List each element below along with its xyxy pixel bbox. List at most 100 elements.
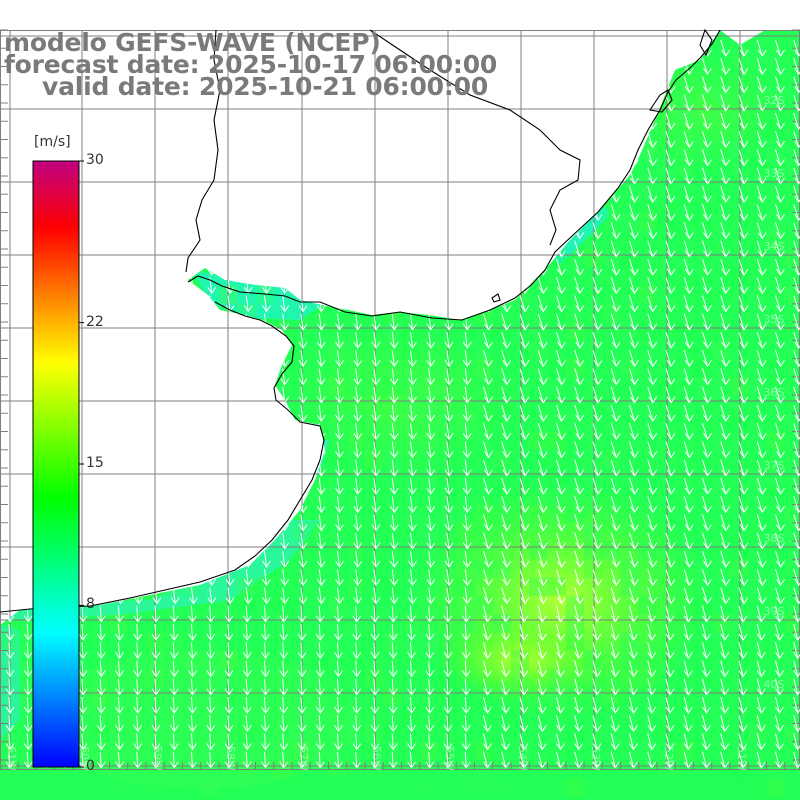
wind-arrow <box>556 313 566 331</box>
wind-arrow <box>462 459 472 477</box>
model-cell <box>474 559 493 578</box>
argentina-coast <box>0 301 325 613</box>
colorbar-unit: [m/s] <box>34 134 71 150</box>
model-cell <box>657 212 676 231</box>
wind-arrow <box>298 313 308 331</box>
wind-arrow <box>592 496 603 514</box>
latitude-label: 39S <box>764 605 785 618</box>
wind-arrow <box>242 678 252 696</box>
wind-arrow <box>537 569 548 587</box>
wind-arrow <box>702 733 711 751</box>
wind-arrow <box>96 642 106 660</box>
wind-arrow <box>683 715 693 733</box>
wind-arrow <box>151 696 161 714</box>
wind-arrow <box>279 623 289 641</box>
model-cell <box>346 778 365 797</box>
wind-arrow <box>444 514 454 532</box>
model-cell <box>419 687 438 706</box>
wind-arrow <box>556 423 566 441</box>
wind-arrow <box>629 532 639 550</box>
wind-arrow <box>407 715 416 733</box>
wind-arrow <box>610 660 620 678</box>
wind-arrow <box>702 496 712 514</box>
wind-arrow <box>501 331 512 349</box>
model-cell <box>474 340 493 359</box>
wind-arrow <box>556 550 566 568</box>
model-cell <box>748 322 767 341</box>
wind-arrow <box>371 423 381 441</box>
wind-arrow <box>683 514 694 532</box>
wind-arrow <box>133 733 143 751</box>
model-cell <box>748 376 767 395</box>
wind-arrow <box>720 733 730 751</box>
wind-arrow <box>610 532 621 550</box>
model-cell <box>237 778 256 797</box>
wind-arrow <box>793 441 800 459</box>
wind-arrow <box>78 715 88 733</box>
wind-arrow <box>519 423 530 441</box>
model-cell <box>602 230 621 249</box>
longitude-label: 57W <box>297 746 310 771</box>
wind-arrow <box>335 404 344 422</box>
wind-arrow <box>683 660 693 678</box>
wind-arrow <box>756 94 767 112</box>
model-cell <box>328 449 347 468</box>
wind-arrow <box>23 660 33 678</box>
wind-arrow <box>683 459 694 477</box>
wind-arrow <box>756 605 766 623</box>
wind-arrow <box>720 368 731 386</box>
longitude-label: 53W <box>589 746 602 771</box>
wind-arrow <box>647 313 658 331</box>
wind-arrow <box>629 642 638 660</box>
wind-arrow <box>702 532 712 550</box>
model-cell <box>675 486 694 505</box>
wind-arrow <box>574 240 585 258</box>
wind-arrow <box>519 605 529 623</box>
wind-arrow <box>408 313 417 331</box>
wind-arrow <box>665 642 675 660</box>
wind-arrow <box>519 331 530 349</box>
model-cell <box>766 486 785 505</box>
wind-arrow <box>756 423 767 441</box>
wind-arrow <box>738 532 749 550</box>
longitude-label: 59W <box>151 746 164 771</box>
wind-arrow <box>443 660 453 678</box>
wind-arrow <box>756 350 767 368</box>
wind-arrow <box>5 715 15 733</box>
wind-arrow <box>793 751 800 769</box>
latitude-label: 37S <box>764 459 785 472</box>
model-cell <box>638 541 657 560</box>
wind-arrow <box>169 715 179 733</box>
wind-arrow <box>683 550 694 568</box>
wind-arrow <box>756 58 767 76</box>
wind-arrow <box>334 605 343 623</box>
wind-arrow <box>665 295 676 313</box>
model-cell <box>711 705 730 724</box>
model-cell <box>328 486 347 505</box>
wind-arrow <box>444 477 454 495</box>
wind-arrow <box>297 605 307 623</box>
wind-arrow <box>78 751 88 769</box>
wind-arrow <box>702 204 712 222</box>
wind-arrow <box>389 514 399 532</box>
wind-arrow <box>756 240 767 258</box>
wind-arrow <box>665 514 676 532</box>
wind-arrow <box>683 623 693 641</box>
longitude-labels: 61W 60W 59W 58W 57W 56W 55W 54W 53W 52W 51W <box>5 746 748 771</box>
wind-arrow <box>371 477 381 495</box>
wind-arrow <box>297 715 307 733</box>
wind-arrow <box>461 751 471 769</box>
wind-arrow <box>280 569 290 587</box>
wind-arrow <box>316 514 326 532</box>
model-cell <box>346 376 365 395</box>
wind-arrow <box>556 587 566 605</box>
wind-arrow <box>316 404 326 422</box>
wind-arrow <box>556 715 565 733</box>
wind-arrow <box>371 313 381 331</box>
model-cell <box>565 595 584 614</box>
wind-arrow <box>371 368 381 386</box>
wind-arrow <box>574 477 585 495</box>
wind-arrow <box>206 678 216 696</box>
wind-arrow <box>756 459 767 477</box>
wind-arrow <box>629 696 638 714</box>
